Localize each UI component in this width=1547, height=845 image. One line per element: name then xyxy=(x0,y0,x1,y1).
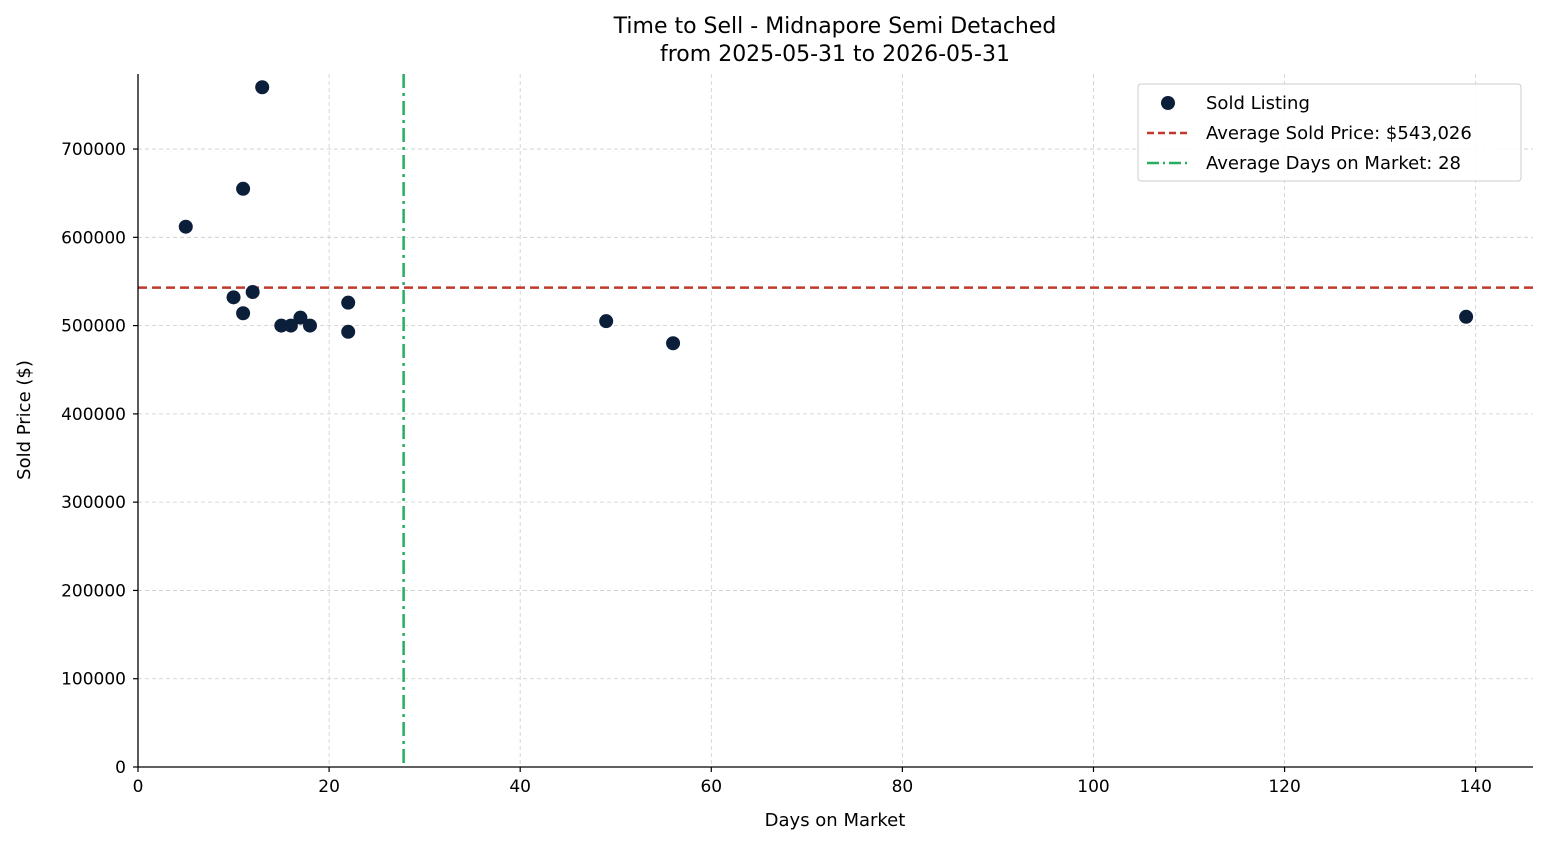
legend: Sold Listing Average Sold Price: $543,02… xyxy=(1137,83,1522,182)
chart-subtitle: from 2025-05-31 to 2026-05-31 xyxy=(660,42,1010,67)
axes xyxy=(137,74,1533,768)
y-axis-label: Sold Price ($) xyxy=(14,360,35,480)
x-tick-label: 80 xyxy=(892,777,914,797)
sold-listing-point xyxy=(302,318,317,333)
sold-listing-point xyxy=(293,310,308,325)
sold-listing-point xyxy=(236,181,251,196)
sold-listing-point xyxy=(666,336,681,351)
legend-label-average-days: Average Days on Market: 28 xyxy=(1206,153,1461,174)
x-tick-label: 40 xyxy=(509,777,531,797)
x-tick-label: 60 xyxy=(700,777,722,797)
sold-listing-point xyxy=(341,295,356,310)
sold-listing-point xyxy=(1459,309,1474,324)
x-tick-label: 120 xyxy=(1268,777,1300,797)
y-tick-label: 500000 xyxy=(61,317,126,337)
x-axis-label: Days on Market xyxy=(765,810,906,831)
sold-listing-point xyxy=(599,314,614,329)
sold-listing-point xyxy=(341,324,356,339)
x-tick-label: 100 xyxy=(1077,777,1109,797)
y-tick-label: 300000 xyxy=(61,493,126,513)
sold-listing-point xyxy=(178,219,193,234)
data-points xyxy=(178,80,1474,351)
y-tick-label: 400000 xyxy=(61,405,126,425)
x-tick-label: 20 xyxy=(318,777,340,797)
sold-listing-point xyxy=(283,318,298,333)
sold-listing-point xyxy=(245,285,260,300)
y-tick-label: 600000 xyxy=(61,228,126,248)
x-tick-label: 140 xyxy=(1459,777,1491,797)
legend-label-average-price: Average Sold Price: $543,026 xyxy=(1206,123,1472,144)
legend-marker-sold-listing xyxy=(1161,96,1175,110)
chart-title: Time to Sell - Midnapore Semi Detached xyxy=(613,14,1057,39)
y-tick-label: 200000 xyxy=(61,581,126,601)
sold-listing-point xyxy=(255,80,270,95)
y-tick-label: 0 xyxy=(115,758,126,778)
sold-listing-point xyxy=(236,306,251,321)
ticks: 0 20 40 60 80 100 120 140 0 100000 200000 300000 400… xyxy=(61,140,1492,797)
sold-listing-point xyxy=(226,290,241,305)
y-tick-label: 100000 xyxy=(61,670,126,690)
grid xyxy=(138,74,1533,767)
reference-lines xyxy=(138,74,1533,767)
legend-label-sold-listing: Sold Listing xyxy=(1206,93,1310,114)
y-tick-label: 700000 xyxy=(61,140,126,160)
legend-box xyxy=(1137,83,1522,182)
x-tick-label: 0 xyxy=(133,777,144,797)
